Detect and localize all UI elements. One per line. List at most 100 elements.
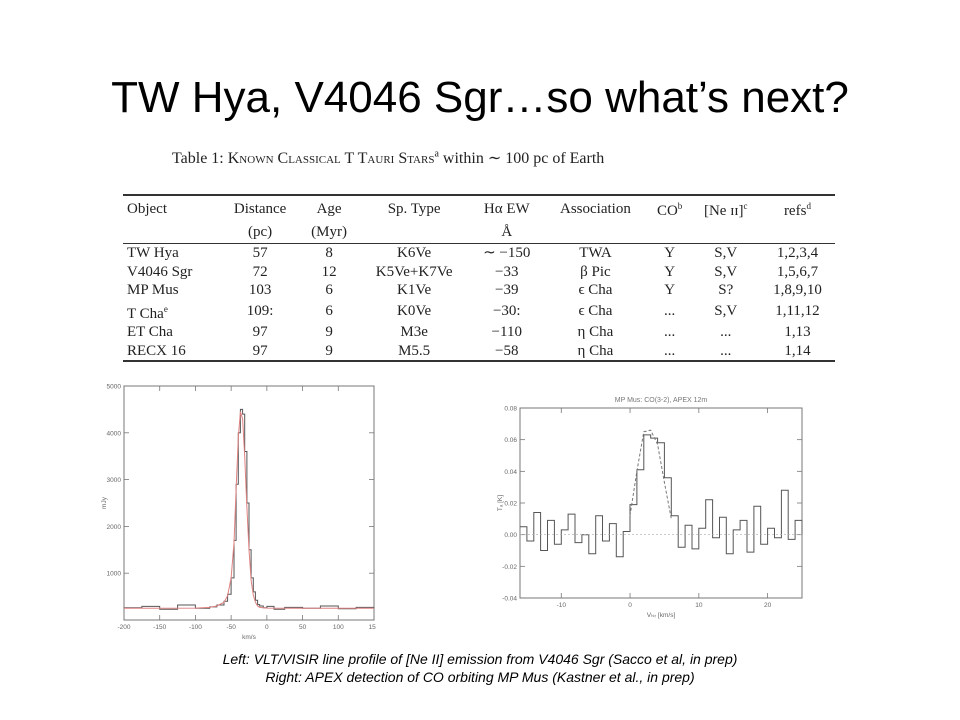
table-cell-object: ET Cha xyxy=(123,323,220,342)
association-value: η Cha xyxy=(577,342,614,359)
table-cell-refs: 1,5,6,7 xyxy=(760,263,835,282)
figure-caption-right: Right: APEX detection of CO orbiting MP … xyxy=(265,669,695,685)
slide-title: TW Hya, V4046 Sgr…so what’s next? xyxy=(111,73,849,122)
col-ne-sup: c xyxy=(743,201,748,211)
table-cell-ha: −110 xyxy=(470,323,543,342)
table-row: V4046 Sgr 72 12 K5Ve+K7Ve −33 β Pic Y S,V 1,5,6,… xyxy=(123,263,835,282)
y-tick-label: 4000 xyxy=(107,430,122,437)
table-cell-refs: 1,14 xyxy=(759,341,835,362)
age-value: 6 xyxy=(325,303,333,319)
stars-table: Object Distance Age Sp. Type Hα EW Assoc… xyxy=(123,194,835,362)
table-cell-co: ... xyxy=(648,300,692,324)
y-tick-label: 0.02 xyxy=(504,501,517,508)
col-ne-label: [Ne ɪɪ] xyxy=(703,203,744,219)
table-cell-association: ϵ Cha xyxy=(543,281,647,300)
table-row: T Chae 109: 6 K0Ve −30: ϵ Cha... S,V 1,11,12 xyxy=(123,300,835,324)
table-caption-smallcaps: Known Classical T Tauri Stars xyxy=(227,150,435,167)
ha-value: ∼ −150 xyxy=(483,245,531,261)
x-tick-label: 0 xyxy=(265,624,269,631)
table-cell-association: ϵ Cha xyxy=(543,300,647,324)
table-cell-association: η Cha xyxy=(543,323,647,342)
x-tick-label: 50 xyxy=(299,624,307,631)
distance-value: 97 xyxy=(252,342,268,359)
co-value: ... xyxy=(663,303,676,319)
table-cell-co: Y xyxy=(648,263,692,282)
col-ha: Hα EW xyxy=(470,194,544,222)
series-line-0 xyxy=(124,408,375,610)
table-cell-refs: 1,2,3,4 xyxy=(760,244,835,263)
y-axis-label: Tₐ [K] xyxy=(497,495,504,511)
table-cell-ha: −33 xyxy=(470,263,543,282)
col-distance-unit: (pc) xyxy=(220,222,301,244)
x-tick-label: -10 xyxy=(557,602,567,609)
table-cell-association: η Cha xyxy=(543,341,648,362)
distance-value: 72 xyxy=(252,263,268,280)
plot-frame xyxy=(519,407,803,599)
table-cell-distance: 103 xyxy=(220,281,300,300)
table-cell-refs: 1,11,12 xyxy=(760,300,835,324)
sptype-value: K5Ve+K7Ve xyxy=(375,263,453,280)
table-cell-sptype: K0Ve xyxy=(358,300,470,324)
y-tick-label: -0.04 xyxy=(502,596,517,603)
co-value: ... xyxy=(663,342,676,359)
ha-value: −58 xyxy=(495,342,519,359)
ha-value: −30: xyxy=(492,303,521,319)
x-tick-label: -100 xyxy=(189,624,202,631)
table-cell-association: β Pic xyxy=(543,263,647,282)
y-tick-label: -0.02 xyxy=(502,564,517,571)
col-refs: refsd xyxy=(759,194,835,222)
table-cell-age: 6 xyxy=(300,300,358,324)
table-cell-refs: 1,8,9,10 xyxy=(760,281,835,300)
col-object-unit xyxy=(123,222,221,244)
table-cell-sptype: M3e xyxy=(358,323,470,342)
ne-value: S,V xyxy=(714,245,738,261)
age-value: 9 xyxy=(325,324,333,340)
table-cell-distance: 57 xyxy=(220,244,300,263)
table-cell-ne: S,V xyxy=(692,300,760,324)
table-cell-refs: 1,13 xyxy=(760,323,835,342)
series-line-1 xyxy=(629,429,672,519)
table-cell-co: Y xyxy=(648,244,692,263)
table-cell-association: TWA xyxy=(543,244,647,263)
age-value: 6 xyxy=(325,282,333,298)
distance-value: 57 xyxy=(252,245,268,261)
col-co-sup: b xyxy=(677,201,683,211)
co-value: Y xyxy=(664,282,676,298)
object-value: V4046 Sgr xyxy=(127,263,193,280)
sptype-value: K0Ve xyxy=(397,303,432,319)
object-value: T Cha xyxy=(127,305,164,322)
col-co: COb xyxy=(647,194,692,222)
table-cell-object: T Chae xyxy=(123,300,220,324)
plot-frame xyxy=(123,385,375,621)
table-cell-age: 9 xyxy=(300,323,358,342)
col-distance: Distance xyxy=(220,194,301,222)
table-row: MP Mus 103 6 K1Ve −39 ϵ Cha Y S? 1,8,9,10 xyxy=(123,281,835,300)
ha-value: −110 xyxy=(491,324,522,340)
y-tick-label: 3000 xyxy=(107,477,122,484)
table-cell-object: TW Hya xyxy=(123,244,220,263)
table-cell-age: 6 xyxy=(300,281,358,300)
table-cell-age: 12 xyxy=(300,263,358,282)
col-refs-unit xyxy=(759,222,835,244)
refs-value: 1,11,12 xyxy=(775,303,820,319)
y-axis-label: mJy xyxy=(101,496,108,509)
table-cell-ne: ... xyxy=(691,341,760,362)
col-ne: [Ne ɪɪ]c xyxy=(691,194,760,222)
x-tick-label: 100 xyxy=(333,624,344,631)
refs-value: 1,14 xyxy=(784,342,811,359)
object-value: ET Cha xyxy=(127,324,173,340)
col-ha-unit: Å xyxy=(470,222,544,244)
col-age-unit: (Myr) xyxy=(300,222,359,244)
y-tick-label: 0.04 xyxy=(504,469,517,476)
table-cell-co: ... xyxy=(647,341,692,362)
refs-value: 1,5,6,7 xyxy=(776,263,819,280)
col-co-label: CO xyxy=(656,203,678,219)
x-tick-label: -150 xyxy=(153,624,166,631)
sptype-value: M3e xyxy=(400,324,428,340)
y-tick-label: 5000 xyxy=(107,384,122,391)
figure-caption-left: Left: VLT/VISIR line profile of [Ne II] … xyxy=(222,651,738,667)
series-line-0 xyxy=(520,434,803,558)
ha-value: −33 xyxy=(495,263,519,280)
table-cell-ha: −39 xyxy=(470,281,543,300)
table-cell-co: Y xyxy=(648,281,692,300)
